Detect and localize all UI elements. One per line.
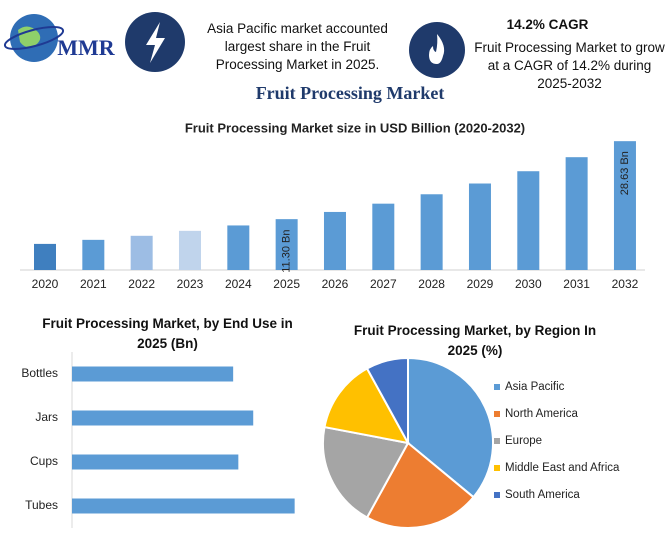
legend-swatch — [494, 438, 500, 444]
bar — [372, 203, 395, 270]
y-tick-label: Bottles — [21, 366, 58, 380]
pie-slice — [365, 356, 409, 444]
legend-swatch — [494, 465, 500, 471]
x-tick-label: 2020 — [32, 277, 59, 291]
legend-swatch — [494, 384, 500, 390]
logo-text: MMR — [57, 35, 116, 60]
highlight-text: Fruit Processing Market to grow at a CAG… — [474, 40, 665, 91]
bar — [34, 243, 56, 270]
bar — [72, 498, 295, 514]
y-tick-label: Tubes — [25, 498, 58, 512]
highlight-text: Asia Pacific market accounted largest sh… — [207, 21, 388, 72]
data-label: 28.63 Bn — [619, 151, 631, 195]
x-tick-label: 2028 — [418, 277, 445, 291]
y-tick-label: Cups — [30, 454, 58, 468]
x-tick-label: 2024 — [225, 277, 252, 291]
bolt-icon — [125, 12, 185, 72]
x-tick-label: 2030 — [515, 277, 542, 291]
x-tick-label: 2027 — [370, 277, 397, 291]
bar — [227, 225, 250, 270]
bar — [130, 235, 153, 270]
legend-label: North America — [505, 408, 578, 420]
legend-swatch — [494, 492, 500, 498]
legend-label: Asia Pacific — [505, 381, 565, 393]
bar — [72, 410, 254, 426]
chart-title: Fruit Processing Market, by Region In 20… — [353, 323, 597, 358]
x-tick-label: 2031 — [563, 277, 590, 291]
pie-slice — [407, 356, 494, 499]
bar — [82, 239, 105, 270]
x-tick-label: 2022 — [128, 277, 155, 291]
x-tick-label: 2026 — [322, 277, 349, 291]
bar — [468, 183, 491, 270]
bar — [72, 454, 239, 470]
cagr-text: 14.2% CAGR — [506, 17, 589, 32]
x-tick-label: 2029 — [467, 277, 494, 291]
bar — [613, 141, 636, 270]
bar — [72, 366, 234, 382]
legend-swatch — [494, 411, 500, 417]
bar — [323, 211, 346, 270]
pie-slice — [322, 425, 410, 519]
bar — [178, 230, 201, 270]
chart-title: Fruit Processing Market size in USD Bill… — [185, 120, 525, 135]
x-tick-label: 2021 — [80, 277, 107, 291]
bar — [420, 194, 443, 270]
pie-slice — [365, 441, 475, 529]
y-tick-label: Jars — [35, 410, 58, 424]
bar — [565, 157, 588, 270]
data-label: 11.30 Bn — [281, 230, 293, 273]
x-tick-label: 2032 — [612, 277, 639, 291]
legend-label: Middle East and Africa — [505, 462, 620, 474]
bar — [275, 219, 298, 270]
legend-label: Europe — [505, 435, 542, 447]
x-tick-label: 2025 — [273, 277, 300, 291]
logo-globe — [3, 14, 65, 62]
chart-title: Fruit Processing Market, by End Use in 2… — [42, 316, 293, 351]
legend-label: South America — [505, 489, 580, 501]
bar — [517, 171, 540, 270]
page-title: Fruit Processing Market — [256, 83, 445, 103]
pie-slice — [323, 367, 410, 445]
flame-icon — [409, 22, 465, 78]
x-tick-label: 2023 — [177, 277, 204, 291]
